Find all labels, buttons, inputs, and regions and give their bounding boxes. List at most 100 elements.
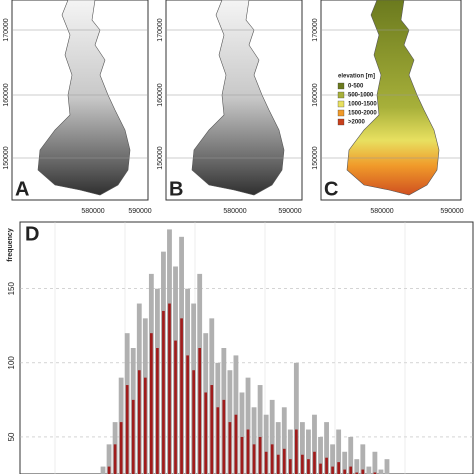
- bar: [149, 333, 153, 474]
- bar: [234, 414, 238, 474]
- bar: [119, 422, 123, 474]
- bar: [366, 466, 372, 474]
- bar: [312, 414, 317, 474]
- bar: [106, 444, 112, 474]
- bar: [239, 392, 245, 474]
- bar: [373, 472, 377, 474]
- map-panels: A B C 580000 590000 580000 590000 580000…: [3, 0, 464, 215]
- bar: [318, 436, 323, 474]
- bar: [307, 459, 310, 474]
- histogram: D frequency: [7, 221, 474, 474]
- bar: [324, 422, 329, 474]
- bar: [257, 385, 263, 474]
- bar: [342, 451, 348, 474]
- legend-swatch: [337, 100, 345, 108]
- bar: [228, 422, 232, 474]
- bar: [210, 385, 214, 474]
- panel-label: C: [324, 178, 338, 200]
- legend-label: 0-500: [348, 84, 364, 90]
- bar: [301, 454, 304, 474]
- bar: [246, 429, 250, 474]
- map-y-tick: 170000: [157, 18, 164, 41]
- bar: [354, 459, 360, 474]
- map-x-tick: 580000: [223, 208, 246, 215]
- bar: [137, 370, 141, 474]
- map-y-tick: 150000: [157, 146, 164, 169]
- bar: [100, 466, 106, 474]
- bar: [192, 370, 196, 474]
- panel-label: B: [169, 178, 183, 200]
- legend-swatch: [337, 109, 345, 117]
- bar: [348, 436, 354, 474]
- bar: [270, 444, 274, 474]
- bar: [378, 469, 384, 474]
- legend-label: 1500-2000: [348, 111, 377, 117]
- bar: [107, 466, 111, 474]
- map-y-tick: 160000: [3, 83, 10, 106]
- bar: [288, 459, 292, 474]
- bar: [125, 385, 129, 474]
- legend-label: >2000: [348, 120, 366, 126]
- bar: [156, 348, 159, 474]
- bar: [162, 310, 165, 474]
- map-y-tick: 170000: [312, 18, 319, 41]
- bar: [245, 377, 251, 474]
- bar: [198, 348, 202, 474]
- bar: [282, 448, 286, 474]
- legend-swatch: [337, 82, 345, 90]
- bar: [355, 472, 359, 474]
- legend-label: 1000-1500: [348, 102, 377, 108]
- bar: [281, 407, 287, 474]
- bar: [313, 451, 316, 474]
- map-y-tick: 170000: [3, 18, 10, 41]
- bar: [319, 463, 322, 474]
- panel-label: A: [15, 178, 29, 200]
- bar: [337, 462, 341, 474]
- map-y-tick: 160000: [157, 83, 164, 106]
- legend-label: 500-1000: [348, 93, 374, 99]
- legend: elevation [m] 0-500 500-1000 1000-1500 1500…: [337, 74, 377, 126]
- bar: [343, 469, 347, 474]
- y-tick-label: 100: [7, 356, 16, 370]
- bar: [240, 436, 244, 474]
- bar: [299, 422, 305, 474]
- bar: [306, 429, 311, 474]
- map-x-tick: 580000: [370, 208, 393, 215]
- bar: [252, 444, 256, 474]
- bar: [331, 466, 334, 474]
- bar: [361, 469, 365, 474]
- bar: [131, 399, 135, 474]
- map-x-tick: 590000: [278, 208, 301, 215]
- bar: [349, 466, 353, 474]
- bar: [143, 377, 147, 474]
- map-y-tick: 150000: [3, 146, 10, 169]
- bar: [294, 429, 298, 474]
- bar: [293, 362, 299, 474]
- bar: [325, 457, 328, 474]
- bar: [216, 407, 220, 474]
- bar: [251, 407, 257, 474]
- bar: [336, 429, 342, 474]
- bar: [222, 399, 226, 474]
- map-x-tick: 590000: [440, 208, 463, 215]
- bar: [180, 318, 183, 474]
- bar: [276, 454, 280, 474]
- bar: [372, 451, 378, 474]
- legend-title: elevation [m]: [338, 74, 375, 80]
- bar: [186, 355, 189, 474]
- bar: [287, 429, 293, 474]
- bar: [174, 340, 177, 474]
- panel-label: D: [25, 223, 39, 245]
- map-y-tick: 150000: [312, 146, 319, 169]
- legend-swatch: [337, 91, 345, 99]
- bar: [264, 451, 268, 474]
- y-tick-label: 50: [7, 432, 16, 441]
- map-graticule: [12, 29, 461, 159]
- bar: [330, 444, 336, 474]
- y-axis-label: frequency: [7, 228, 14, 262]
- map-x-tick: 590000: [128, 208, 151, 215]
- y-tick-label: 150: [7, 281, 16, 295]
- bar: [258, 436, 262, 474]
- map-y-tick: 160000: [312, 83, 319, 106]
